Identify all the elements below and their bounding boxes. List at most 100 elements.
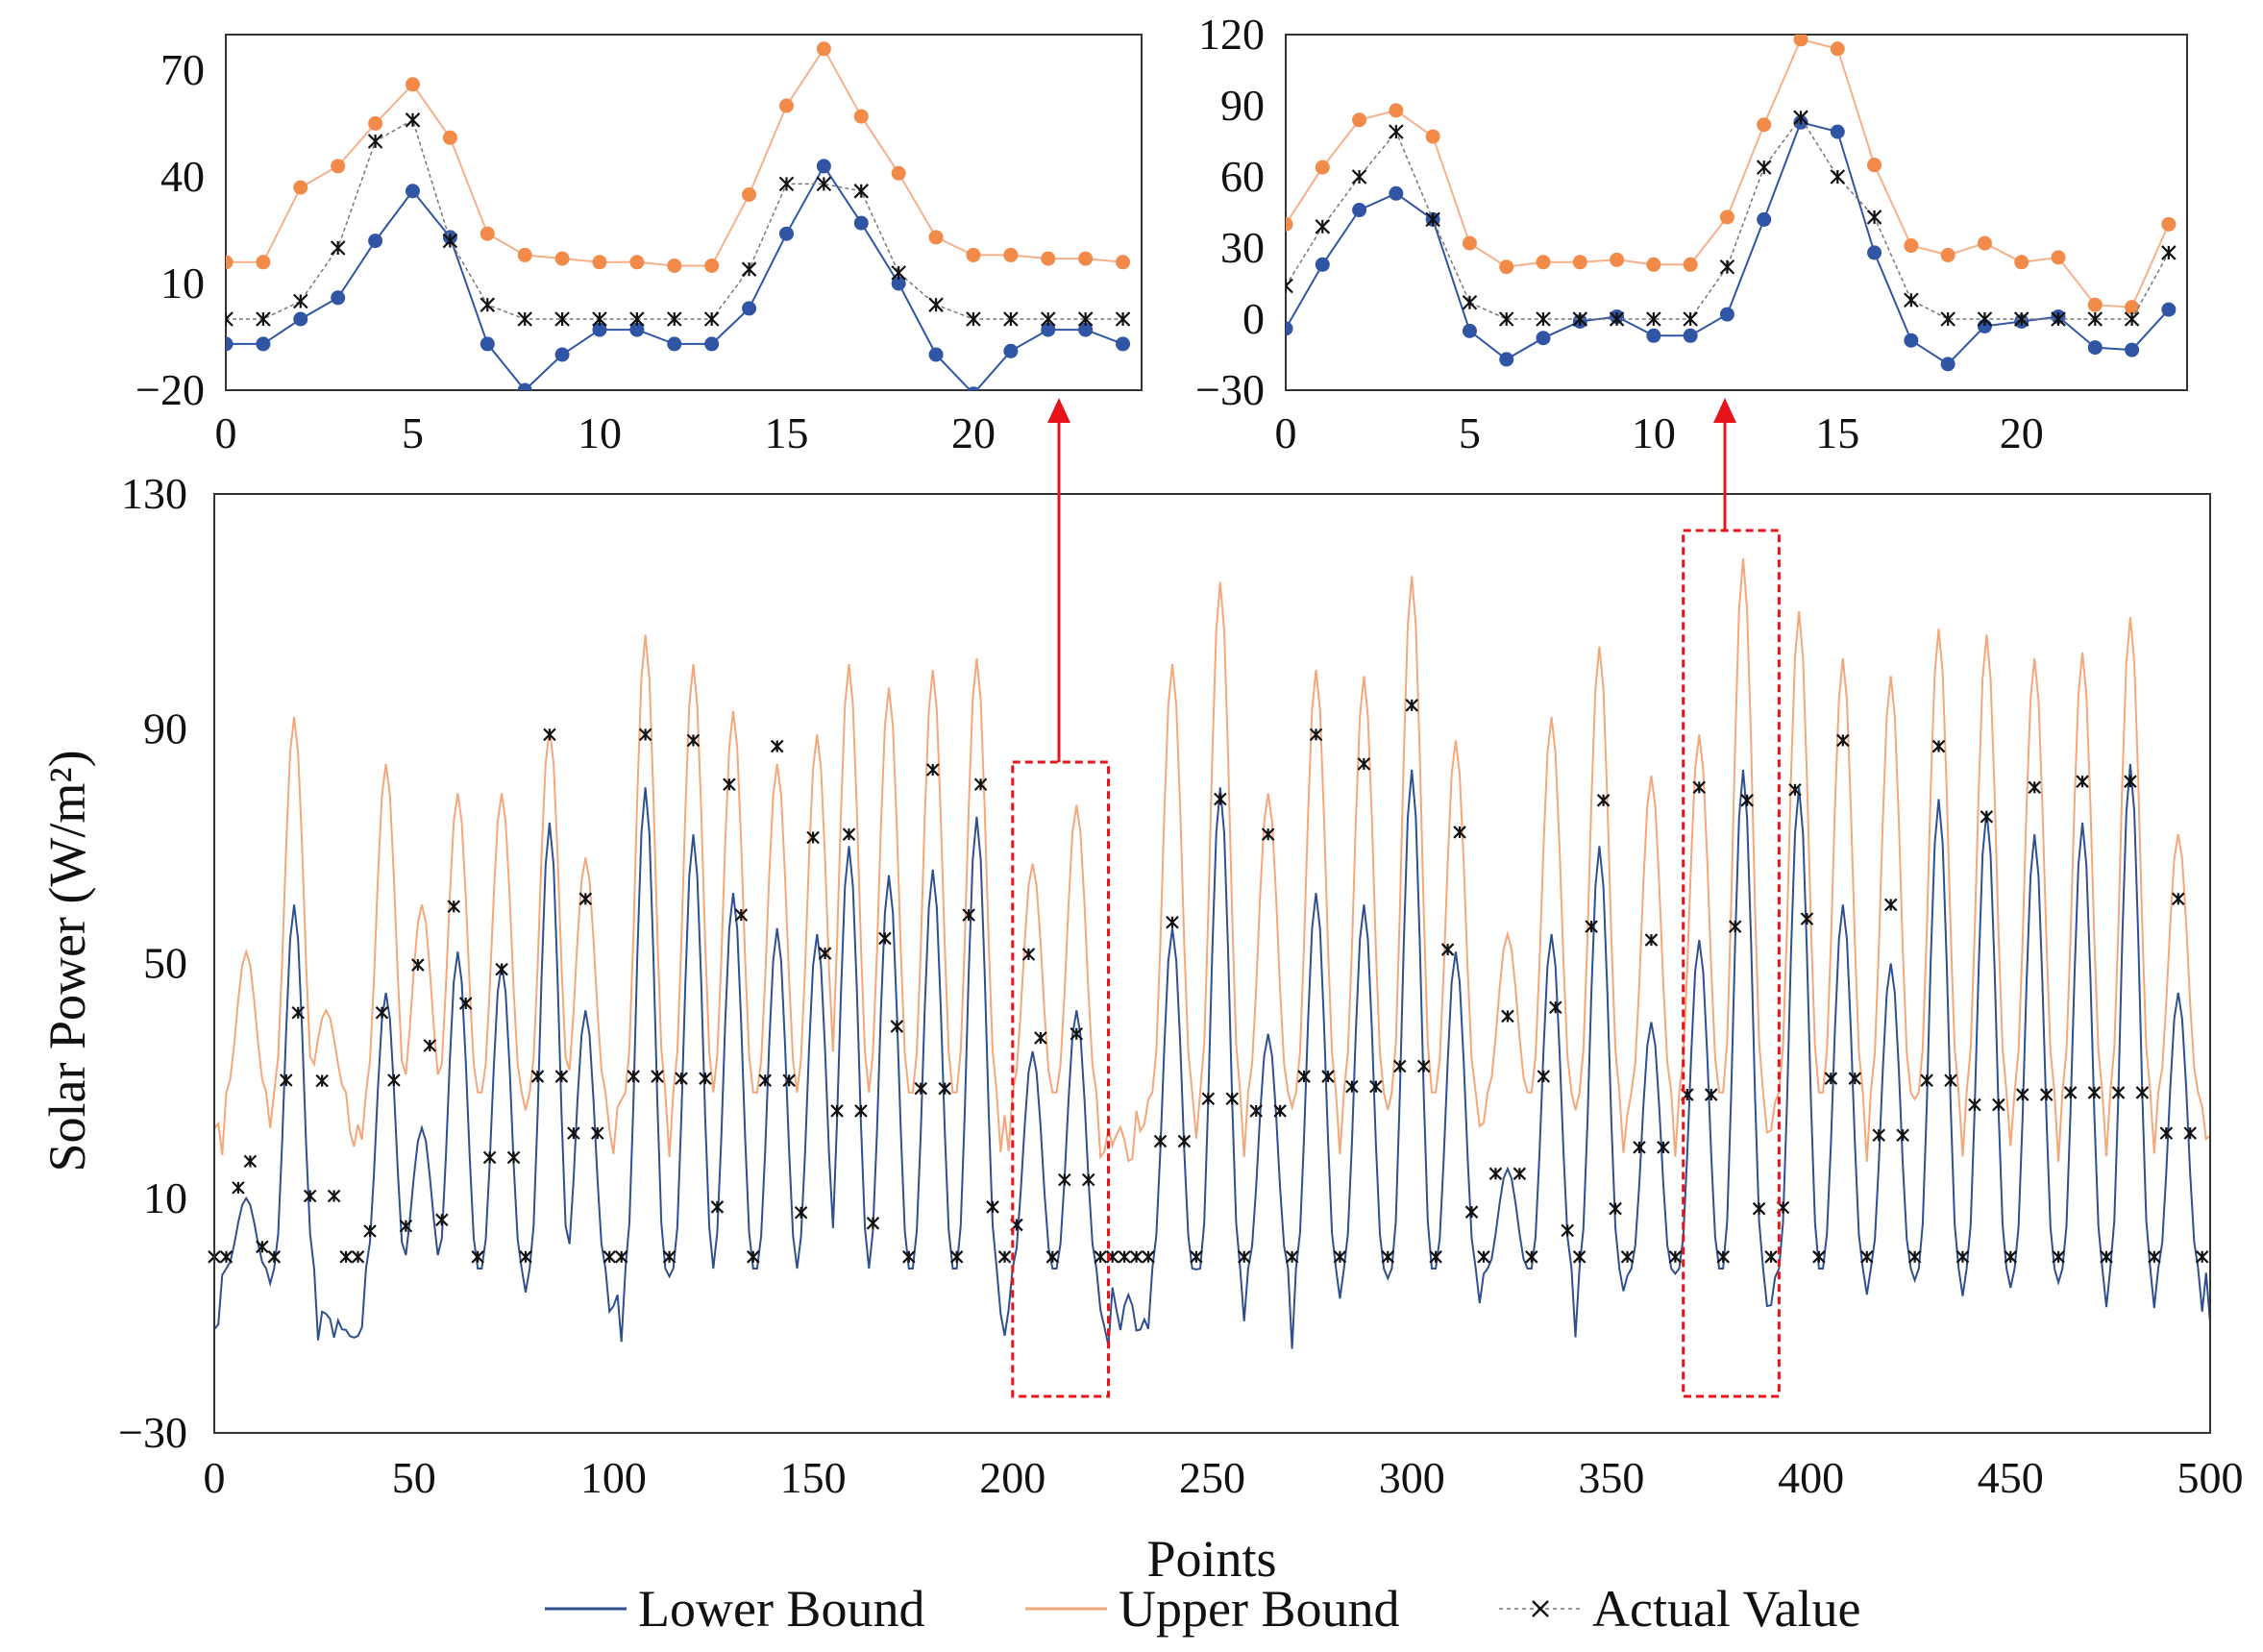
actual-value-point bbox=[1764, 1250, 1778, 1264]
inset-y-tick-label: 90 bbox=[1220, 81, 1265, 130]
inset-upper-bound-point bbox=[1646, 257, 1661, 272]
main-x-tick-label: 300 bbox=[1379, 1453, 1445, 1502]
inset-actual-value-point bbox=[1609, 311, 1625, 327]
actual-value-point bbox=[351, 1250, 365, 1264]
inset-lower-bound-point bbox=[928, 347, 944, 362]
actual-value-point bbox=[411, 958, 425, 972]
inset-upper-bound-point bbox=[1499, 259, 1514, 275]
actual-value-point bbox=[1728, 920, 1742, 933]
inset-lower-bound-point bbox=[1757, 211, 1772, 227]
inset-lower-bound-point bbox=[853, 215, 869, 231]
inset-upper-bound-point bbox=[517, 247, 532, 262]
inset-actual-value-point bbox=[442, 233, 458, 249]
inset-lower-bound-point bbox=[1078, 322, 1094, 337]
inset-x-tick-label: 20 bbox=[951, 408, 996, 457]
actual-value-point bbox=[506, 1150, 521, 1165]
actual-value-point bbox=[243, 1154, 258, 1169]
actual-value-point bbox=[1177, 1134, 1192, 1148]
inset-actual-value-point bbox=[1977, 311, 1993, 327]
inset-upper-bound-point bbox=[742, 187, 757, 202]
inset-actual-value-point bbox=[1040, 311, 1056, 327]
inset-actual-value-point bbox=[1683, 311, 1698, 327]
inset-upper-bound-point bbox=[891, 165, 906, 181]
inset-actual-value-point bbox=[666, 311, 682, 327]
main-x-tick-label: 250 bbox=[1179, 1453, 1245, 1502]
highlight-box bbox=[1682, 529, 1781, 1398]
inset-actual-value-point bbox=[1462, 294, 1478, 310]
inset-actual-value-point bbox=[1498, 311, 1514, 327]
inset-upper-bound-point bbox=[1116, 255, 1131, 270]
inset-upper-bound-point bbox=[2087, 297, 2103, 312]
inset-upper-bound-point bbox=[1425, 129, 1440, 144]
actual-value-point bbox=[770, 739, 784, 753]
inset-upper-bound-point bbox=[1389, 103, 1404, 118]
actual-value-point bbox=[1273, 1104, 1287, 1118]
inset-upper-bound-point bbox=[1352, 112, 1367, 128]
actual-value-point bbox=[818, 947, 832, 960]
inset-lower-bound-point bbox=[1867, 245, 1882, 260]
actual-value-point bbox=[806, 830, 820, 845]
inset-lower-bound-point bbox=[629, 322, 645, 337]
actual-value-point bbox=[1980, 810, 1994, 824]
actual-value-point bbox=[578, 892, 593, 906]
actual-value-point bbox=[925, 763, 940, 777]
inset-upper-bound-point bbox=[1462, 235, 1477, 251]
actual-value-point bbox=[1788, 782, 1802, 797]
actual-value-point bbox=[435, 1213, 449, 1227]
actual-value-point bbox=[363, 1224, 377, 1238]
actual-value-point bbox=[1548, 1000, 1562, 1015]
inset-actual-value-point bbox=[517, 311, 532, 327]
inset-lower-bound-point bbox=[1116, 336, 1131, 352]
inset-actual-value-point bbox=[928, 297, 944, 312]
actual-value-point bbox=[1464, 1205, 1479, 1219]
inset-y-tick-label: 70 bbox=[160, 45, 205, 94]
actual-value-point bbox=[1872, 1128, 1885, 1143]
actual-value-point bbox=[219, 1250, 234, 1264]
actual-value-point bbox=[1405, 699, 1418, 712]
inset-actual-value-point bbox=[1286, 278, 1293, 294]
legend-upper-label: Upper Bound bbox=[1119, 1580, 1399, 1638]
actual-value-point bbox=[603, 1250, 617, 1264]
inset-lower-bound-point bbox=[1041, 322, 1056, 337]
inset-upper-bound-point bbox=[778, 98, 794, 113]
actual-value-point bbox=[1561, 1223, 1574, 1238]
inset-actual-value-point bbox=[1756, 160, 1772, 175]
actual-value-point bbox=[1800, 912, 1814, 925]
inset-actual-value-point bbox=[778, 176, 795, 192]
actual-value-point bbox=[423, 1039, 437, 1052]
actual-value-point bbox=[890, 1020, 904, 1033]
main-y-tick-label: 10 bbox=[143, 1173, 187, 1222]
inset-actual-value-point bbox=[816, 176, 832, 192]
inset-actual-value-point bbox=[1536, 311, 1551, 327]
actual-value-point bbox=[2171, 892, 2185, 906]
main-y-tick-label: 130 bbox=[121, 469, 187, 518]
actual-value-point bbox=[1488, 1167, 1503, 1181]
legend-lower-label: Lower Bound bbox=[638, 1580, 924, 1638]
inset-plot-area bbox=[1286, 35, 2177, 372]
actual-value-point bbox=[1333, 1250, 1347, 1264]
inset-x-tick-label: 5 bbox=[402, 408, 424, 457]
actual-value-point bbox=[471, 1250, 484, 1264]
inset-actual-value-point bbox=[2051, 311, 2066, 327]
actual-value-point bbox=[914, 1081, 928, 1096]
actual-value-point bbox=[1620, 1250, 1635, 1264]
actual-value-point bbox=[1537, 1070, 1551, 1083]
actual-value-point bbox=[1859, 1250, 1874, 1264]
actual-value-point bbox=[723, 777, 736, 792]
actual-value-point bbox=[651, 1070, 664, 1083]
actual-value-point bbox=[495, 962, 508, 976]
zoom-arrows bbox=[1047, 398, 1736, 762]
highlight-box bbox=[1011, 760, 1110, 1398]
inset-lower-bound-point bbox=[517, 382, 532, 390]
inset-actual-value-point bbox=[1077, 311, 1094, 327]
inset-y-tick-label: −20 bbox=[135, 365, 205, 414]
actual-value-point bbox=[1225, 1092, 1240, 1106]
actual-value-point bbox=[902, 1250, 916, 1264]
inset-upper-bound-point bbox=[1572, 255, 1587, 270]
actual-value-point bbox=[1968, 1097, 1981, 1112]
inset-actual-value-point bbox=[1793, 110, 1808, 126]
inset-upper-bound-point bbox=[1536, 255, 1551, 270]
inset-actual-value-point bbox=[1719, 259, 1735, 275]
inset-upper-bound-point bbox=[293, 180, 308, 195]
